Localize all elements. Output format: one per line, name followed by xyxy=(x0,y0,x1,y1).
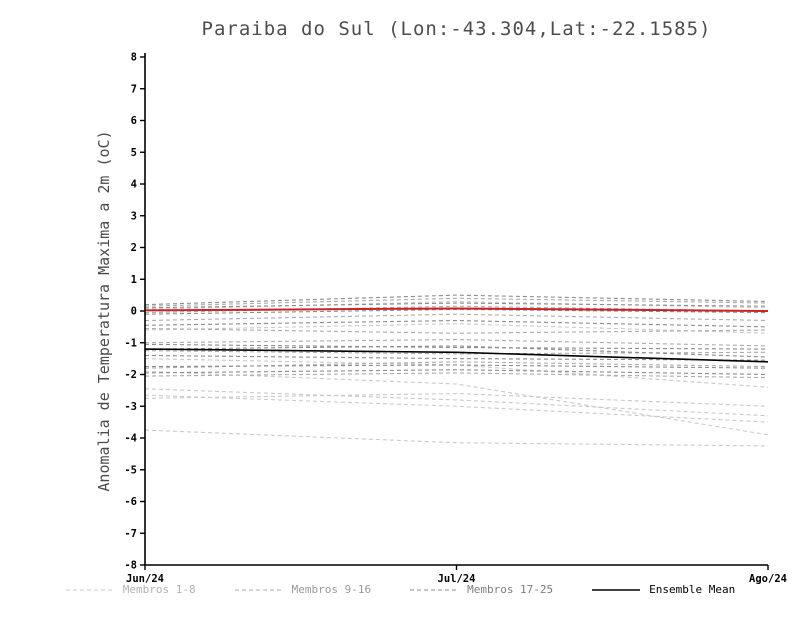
member-line xyxy=(144,361,769,369)
legend-item: Ensemble Mean xyxy=(591,583,735,596)
member-line xyxy=(144,364,769,369)
member-line xyxy=(144,370,769,436)
member-line xyxy=(144,302,769,309)
y-tick-label: -3 xyxy=(124,401,137,413)
member-line xyxy=(144,392,769,407)
y-tick-label: 7 xyxy=(131,83,137,95)
x-tick-label: Ago/24 xyxy=(749,573,787,585)
member-line xyxy=(144,372,769,379)
member-line xyxy=(144,323,769,334)
chart-title: Paraiba do Sul (Lon:-43.304,Lat:-22.1585… xyxy=(201,18,712,40)
member-line xyxy=(144,388,769,417)
y-tick-label: -5 xyxy=(124,464,137,476)
y-tick-label: 3 xyxy=(131,210,137,222)
legend: Membros 1-8 Membros 9-16 Membros 17-25 Ense… xyxy=(0,583,800,596)
y-axis-label: Anomalia de Temperatura Maxima a 2m (oC) xyxy=(95,130,113,492)
legend-line-sample xyxy=(65,588,114,591)
legend-item: Membros 1-8 xyxy=(65,583,196,596)
member-line xyxy=(144,313,769,322)
y-tick-label: -6 xyxy=(124,496,137,508)
member-line xyxy=(144,369,769,376)
y-tick-label: -1 xyxy=(124,337,137,349)
legend-line-sample xyxy=(410,588,459,591)
legend-label: Membros 17-25 xyxy=(467,583,554,596)
y-tick-label: 2 xyxy=(131,242,137,254)
member-line xyxy=(144,319,769,328)
legend-item: Membros 9-16 xyxy=(234,583,371,596)
member-line xyxy=(144,394,769,423)
y-tick-label: 8 xyxy=(131,52,137,64)
member-line xyxy=(144,327,769,334)
x-tick-label: Jun/24 xyxy=(126,573,164,585)
y-tick-label: 1 xyxy=(131,274,137,286)
y-tick-label: 5 xyxy=(131,147,137,159)
member-line xyxy=(144,429,769,447)
y-tick-label: -8 xyxy=(124,560,137,572)
legend-label: Membros 9-16 xyxy=(291,583,372,596)
legend-line-sample xyxy=(592,588,641,591)
y-tick-label: -7 xyxy=(124,528,137,540)
member-line xyxy=(144,294,769,306)
y-tick-label: 0 xyxy=(131,306,137,318)
ensemble-mean-line xyxy=(144,348,769,363)
legend-item: Membros 17-25 xyxy=(409,583,553,596)
y-tick-label: -4 xyxy=(124,433,137,445)
member-line xyxy=(144,297,769,307)
y-tick-label: 6 xyxy=(131,115,137,127)
member-line xyxy=(144,343,769,350)
x-tick-label: Jul/24 xyxy=(438,573,476,585)
member-line xyxy=(144,345,769,358)
legend-label: Membros 1-8 xyxy=(122,583,196,596)
legend-line-sample xyxy=(234,588,283,591)
member-line xyxy=(144,339,769,347)
reference-line xyxy=(144,307,769,312)
y-tick-label: 4 xyxy=(131,179,137,191)
y-tick-label: -2 xyxy=(124,369,137,381)
legend-label: Ensemble Mean xyxy=(649,583,736,596)
member-line xyxy=(144,354,769,361)
